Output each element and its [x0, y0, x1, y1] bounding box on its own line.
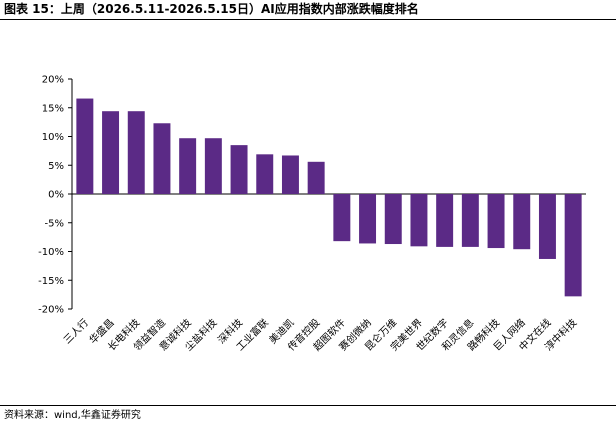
bar-chart: -20% -15% -10% -5% 0% 5% 10% 15% 20% 三人行华盛昌长电科技领…	[38, 75, 586, 353]
bar-9	[281, 155, 299, 194]
bar-6	[204, 138, 222, 194]
bar-8	[256, 154, 274, 194]
bar-19	[538, 194, 556, 259]
bar-1	[76, 98, 94, 194]
figure-title: 图表 15：上周（2026.5.11-2026.5.15日）AI应用指数内部涨跌…	[4, 2, 419, 16]
bar-14	[410, 194, 428, 247]
category-label-layer: 三人行华盛昌长电科技领益智造意诚科技尘盐科技深科技工业富联美迪凯传音控股超图软件…	[61, 316, 580, 353]
top-rule	[0, 19, 616, 20]
bar-layer	[76, 98, 582, 297]
y-tick-label: 0%	[48, 190, 64, 201]
bar-11	[333, 194, 351, 242]
y-tick-label: 15%	[42, 103, 64, 114]
y-tick-label: -10%	[38, 247, 64, 258]
bar-2	[102, 111, 120, 194]
bar-7	[230, 145, 248, 195]
bar-15	[436, 194, 454, 247]
bar-5	[179, 138, 197, 194]
bar-12	[359, 194, 377, 244]
y-tick-label: -20%	[38, 305, 64, 316]
bar-10	[307, 161, 325, 194]
bottom-rule	[0, 405, 616, 406]
category-label: 三人行	[61, 316, 91, 346]
bar-18	[513, 194, 531, 250]
bar-17	[487, 194, 505, 249]
y-tick-label: -5%	[45, 218, 64, 229]
source-note: 资料来源：wind,华鑫证券研究	[4, 410, 141, 421]
y-tick-label: 20%	[42, 75, 64, 86]
bar-20	[564, 194, 582, 297]
y-tick-label: 5%	[48, 161, 64, 172]
bar-13	[384, 194, 402, 245]
y-tick-label: -15%	[38, 276, 64, 287]
bar-3	[127, 111, 145, 194]
bar-4	[153, 123, 171, 194]
y-tick-label: 10%	[42, 132, 64, 143]
bar-16	[461, 194, 479, 247]
